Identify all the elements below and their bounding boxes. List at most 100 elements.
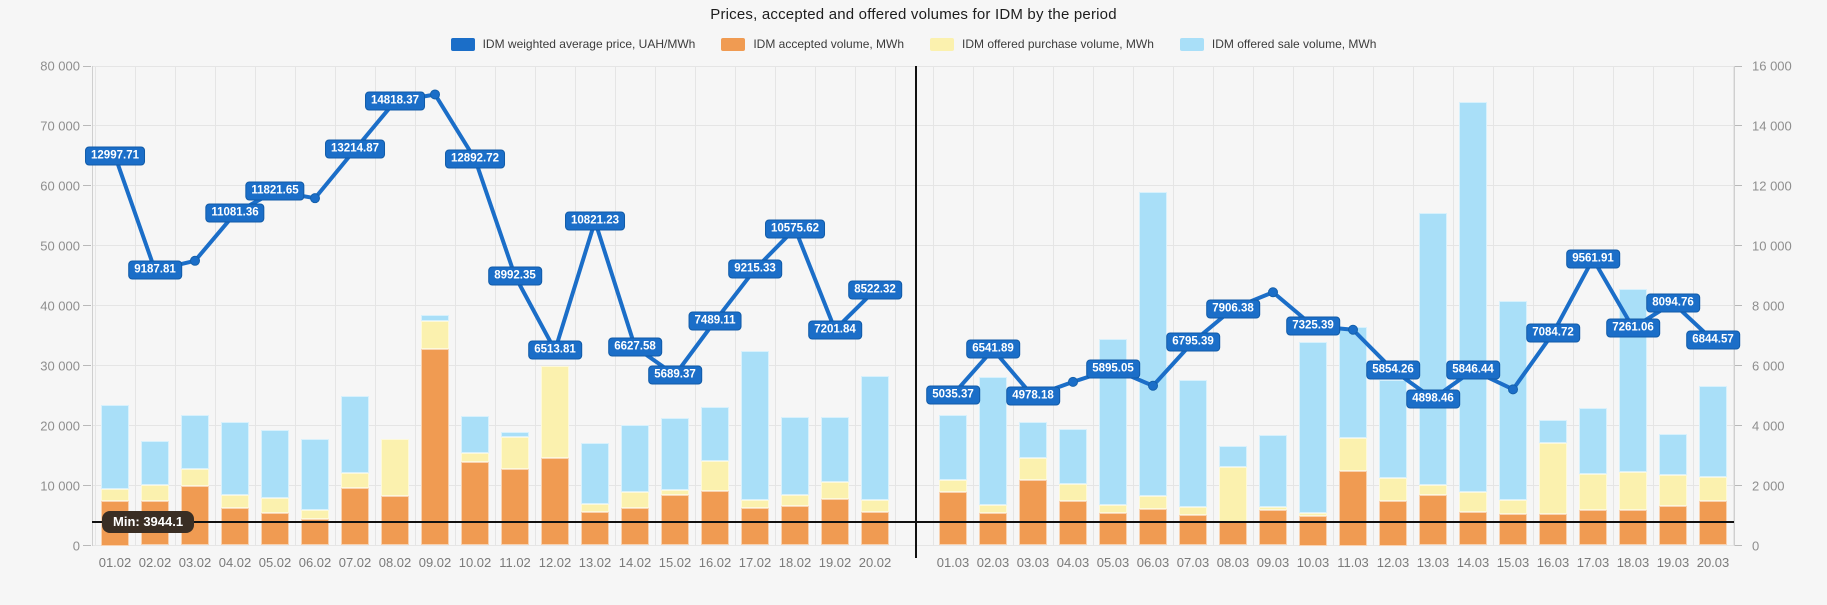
bar-segment-accepted[interactable] [1499,513,1527,546]
bar-segment-offered_sale[interactable] [939,414,967,480]
bar-segment-accepted[interactable] [741,508,769,546]
bar-segment-accepted[interactable] [221,507,249,546]
price-label[interactable]: 8992.35 [488,266,542,286]
bar-segment-accepted[interactable] [1699,501,1727,546]
bar-segment-accepted[interactable] [1179,514,1207,546]
bar-segment-offered_sale[interactable] [1699,386,1727,477]
price-label[interactable]: 14818.37 [365,91,425,111]
bar-segment-offered_sale[interactable] [781,417,809,496]
bar-segment-offered_sale[interactable] [141,441,169,485]
legend-item-3[interactable]: IDM offered sale volume, MWh [1179,37,1376,51]
bar-segment-offered_purchase[interactable] [1539,443,1567,514]
bar-segment-offered_sale[interactable] [1379,380,1407,479]
bar-segment-accepted[interactable] [861,511,889,546]
bar-segment-offered_sale[interactable] [1619,288,1647,473]
bar-segment-offered_purchase[interactable] [101,489,129,501]
bar-segment-offered_sale[interactable] [1579,408,1607,474]
bar-segment-offered_purchase[interactable] [1459,491,1487,512]
bar-segment-offered_purchase[interactable] [301,510,329,519]
price-label[interactable]: 4978.18 [1006,386,1060,406]
price-label[interactable]: 6795.39 [1166,332,1220,352]
price-label[interactable]: 11081.36 [205,203,265,223]
bar-segment-offered_purchase[interactable] [781,495,809,506]
bar-segment-offered_sale[interactable] [221,422,249,496]
bar-segment-offered_purchase[interactable] [821,482,849,499]
price-label[interactable]: 5854.26 [1366,360,1420,380]
price-point[interactable] [1268,287,1278,298]
bar-segment-offered_purchase[interactable] [261,497,289,513]
bar-segment-offered_purchase[interactable] [141,484,169,502]
price-label[interactable]: 8522.32 [848,280,902,300]
price-point[interactable] [310,193,320,204]
bar-segment-accepted[interactable] [341,487,369,546]
bar-segment-offered_sale[interactable] [1139,192,1167,497]
bar-segment-offered_sale[interactable] [1259,434,1287,507]
bar-segment-offered_purchase[interactable] [1139,496,1167,509]
bar-segment-offered_purchase[interactable] [221,495,249,508]
bar-segment-offered_purchase[interactable] [1659,474,1687,506]
bar-segment-accepted[interactable] [1299,515,1327,546]
price-label[interactable]: 7489.11 [688,311,742,331]
bar-segment-offered_sale[interactable] [1659,434,1687,475]
price-label[interactable]: 5846.44 [1446,360,1500,380]
bar-segment-accepted[interactable] [1219,521,1247,546]
bar-segment-offered_purchase[interactable] [1619,472,1647,510]
bar-segment-offered_sale[interactable] [181,414,209,469]
bar-segment-accepted[interactable] [1659,505,1687,546]
bar-segment-accepted[interactable] [781,505,809,546]
price-label[interactable]: 12997.71 [85,146,145,166]
price-label[interactable]: 7261.06 [1606,318,1660,338]
price-label[interactable]: 11821.65 [245,181,305,201]
bar-segment-offered_sale[interactable] [621,424,649,492]
bar-segment-offered_sale[interactable] [741,351,769,500]
price-point[interactable] [190,255,200,266]
bar-segment-offered_purchase[interactable] [1699,476,1727,502]
bar-segment-offered_purchase[interactable] [541,365,569,458]
bar-segment-offered_purchase[interactable] [341,473,369,488]
price-label[interactable]: 5035.37 [926,385,980,405]
bar-segment-accepted[interactable] [581,511,609,546]
bar-segment-offered_sale[interactable] [1339,326,1367,439]
bar-segment-offered_sale[interactable] [1419,213,1447,485]
bar-segment-offered_sale[interactable] [421,314,449,321]
bar-segment-offered_purchase[interactable] [1219,467,1247,522]
price-label[interactable]: 9215.33 [728,259,782,279]
bar-segment-offered_sale[interactable] [341,395,369,474]
legend-item-0[interactable]: IDM weighted average price, UAH/MWh [450,37,695,51]
price-label[interactable]: 7084.72 [1526,323,1580,343]
bar-segment-offered_purchase[interactable] [939,479,967,492]
bar-segment-accepted[interactable] [1339,470,1367,546]
bar-segment-accepted[interactable] [301,518,329,546]
bar-segment-accepted[interactable] [1619,509,1647,546]
price-label[interactable]: 7201.84 [808,320,862,340]
bar-segment-offered_purchase[interactable] [1579,473,1607,511]
bar-segment-offered_sale[interactable] [821,416,849,483]
bar-segment-accepted[interactable] [501,468,529,546]
bar-segment-offered_sale[interactable] [261,429,289,498]
price-label[interactable]: 8094.76 [1646,293,1700,313]
bar-segment-offered_purchase[interactable] [1299,513,1327,516]
bar-segment-offered_sale[interactable] [1499,300,1527,500]
bar-segment-offered_sale[interactable] [861,376,889,500]
bar-segment-offered_purchase[interactable] [1019,458,1047,481]
bar-segment-offered_purchase[interactable] [1339,438,1367,471]
bar-segment-offered_purchase[interactable] [979,504,1007,514]
bar-segment-accepted[interactable] [1259,510,1287,546]
price-label[interactable]: 6541.89 [966,339,1020,359]
bar-segment-offered_purchase[interactable] [1099,504,1127,514]
price-point[interactable] [1068,376,1078,387]
bar-segment-accepted[interactable] [461,462,489,546]
bar-segment-offered_purchase[interactable] [381,438,409,497]
bar-segment-offered_purchase[interactable] [861,499,889,512]
price-label[interactable]: 9561.91 [1566,249,1620,269]
bar-segment-offered_sale[interactable] [101,404,129,490]
bar-segment-offered_sale[interactable] [1299,341,1327,514]
price-label[interactable]: 4898.46 [1406,389,1460,409]
bar-segment-offered_sale[interactable] [461,415,489,454]
bar-segment-offered_sale[interactable] [1459,101,1487,492]
bar-segment-offered_purchase[interactable] [741,499,769,509]
bar-segment-accepted[interactable] [1099,513,1127,546]
bar-segment-offered_purchase[interactable] [701,461,729,491]
price-label[interactable]: 7325.39 [1286,316,1340,336]
bar-segment-accepted[interactable] [1419,495,1447,546]
